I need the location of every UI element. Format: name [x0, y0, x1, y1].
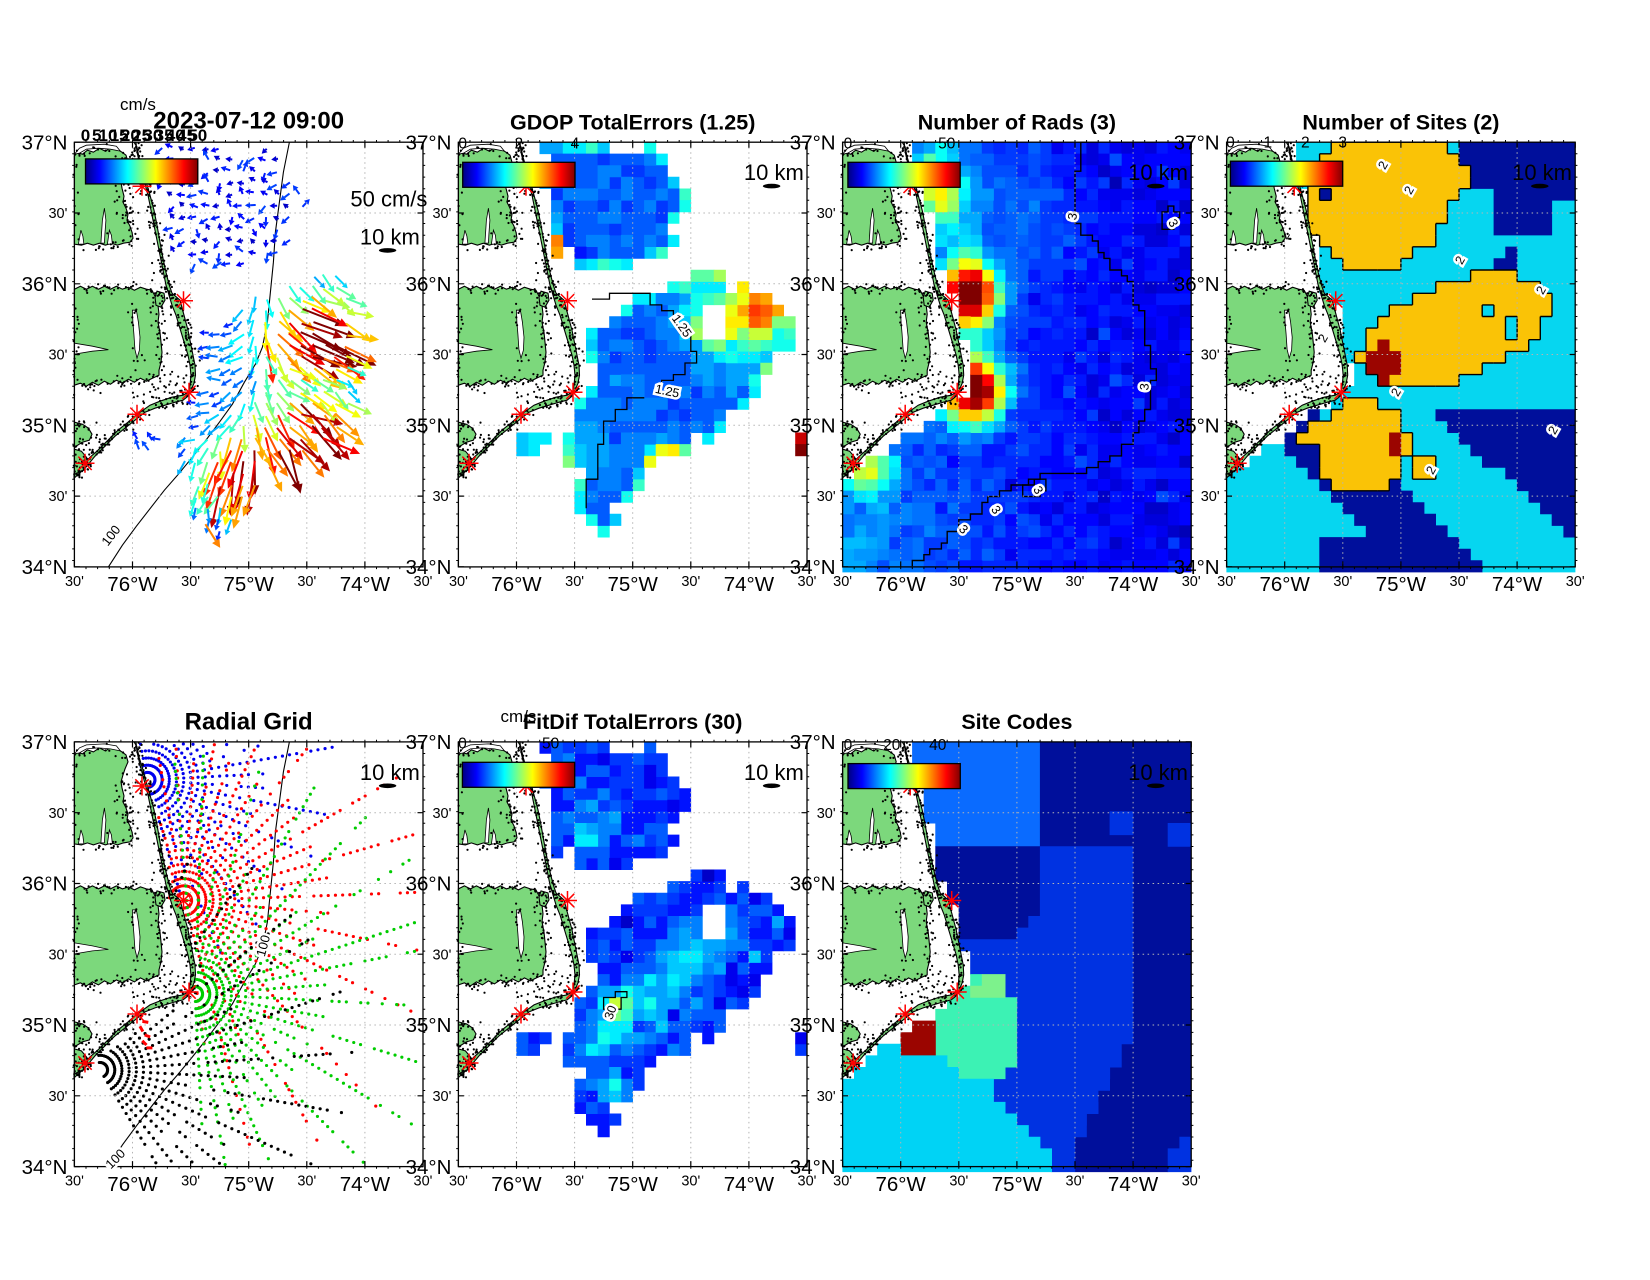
- svg-text:10 km: 10 km: [1128, 760, 1188, 785]
- svg-text:10 km: 10 km: [360, 225, 420, 250]
- svg-text:20: 20: [883, 737, 901, 754]
- svg-text:Number of Sites (2): Number of Sites (2): [1302, 111, 1499, 135]
- svg-text:0: 0: [458, 736, 467, 753]
- svg-text:Site Codes: Site Codes: [961, 710, 1072, 734]
- svg-text:50 cm/s: 50 cm/s: [350, 187, 427, 212]
- svg-text:40: 40: [929, 737, 947, 754]
- svg-text:4: 4: [571, 136, 580, 153]
- svg-text:50: 50: [542, 736, 560, 753]
- svg-text:0: 0: [844, 737, 853, 754]
- svg-text:3: 3: [1338, 135, 1347, 152]
- svg-text:2: 2: [1301, 135, 1310, 152]
- svg-text:FitDif TotalErrors (30): FitDif TotalErrors (30): [523, 710, 742, 734]
- svg-text:GDOP TotalErrors (1.25): GDOP TotalErrors (1.25): [510, 111, 755, 135]
- svg-text:40: 40: [166, 126, 185, 145]
- svg-text:cm/s: cm/s: [120, 95, 156, 114]
- svg-text:2: 2: [514, 136, 523, 153]
- svg-text:35: 35: [155, 126, 174, 145]
- svg-text:3: 3: [1137, 383, 1152, 391]
- svg-text:1: 1: [1263, 135, 1272, 152]
- svg-text:10: 10: [99, 126, 118, 145]
- svg-text:20: 20: [121, 126, 140, 145]
- svg-text:10 km: 10 km: [744, 760, 804, 785]
- svg-text:50: 50: [188, 126, 207, 145]
- svg-text:15: 15: [110, 126, 129, 145]
- svg-text:cm/s: cm/s: [501, 707, 537, 726]
- svg-text:45: 45: [177, 126, 196, 145]
- svg-text:10 km: 10 km: [1128, 160, 1188, 185]
- svg-text:0: 0: [1226, 135, 1235, 152]
- svg-text:10 km: 10 km: [1512, 160, 1572, 185]
- svg-text:Radial Grid: Radial Grid: [185, 708, 313, 735]
- svg-text:0: 0: [81, 126, 90, 145]
- svg-text:0: 0: [458, 136, 467, 153]
- svg-text:30: 30: [143, 126, 162, 145]
- svg-text:2023-07-12 09:00: 2023-07-12 09:00: [153, 108, 344, 135]
- svg-text:50: 50: [938, 136, 956, 153]
- svg-text:5: 5: [92, 126, 101, 145]
- svg-text:25: 25: [132, 126, 151, 145]
- svg-text:10 km: 10 km: [360, 760, 420, 785]
- svg-text:0: 0: [844, 136, 853, 153]
- svg-text:Number of Rads (3): Number of Rads (3): [918, 111, 1116, 135]
- svg-text:10 km: 10 km: [744, 160, 804, 185]
